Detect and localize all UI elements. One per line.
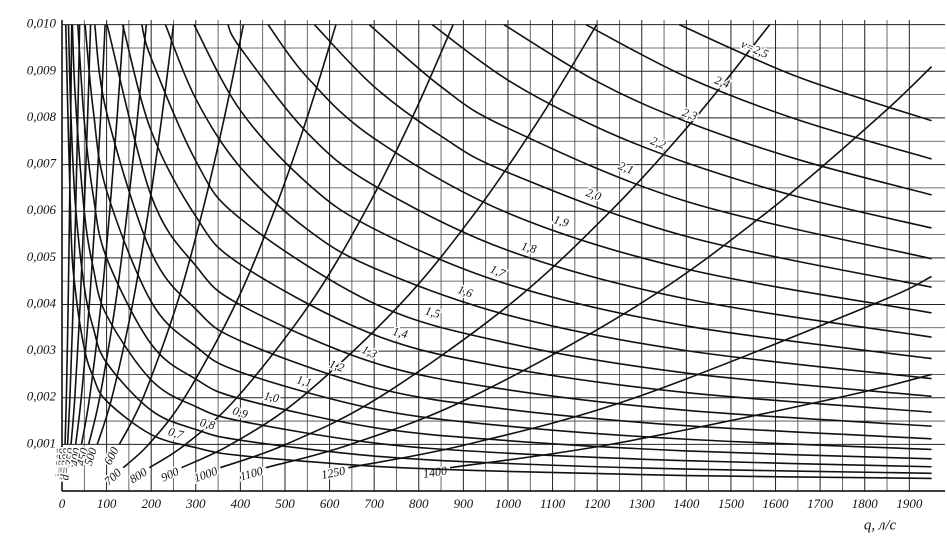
curve-label: 500 <box>81 446 100 467</box>
y-tick-label: 0,004 <box>27 295 57 310</box>
curve <box>164 24 932 380</box>
x-tick-label: 500 <box>275 496 295 511</box>
x-tick-label: 800 <box>409 496 429 511</box>
curve <box>227 24 932 338</box>
curve <box>74 24 106 445</box>
curve <box>431 24 932 229</box>
curve <box>585 23 932 160</box>
curve-label: 1,8 <box>520 239 538 256</box>
curve-label: d=200 <box>53 448 68 480</box>
curve-label: 1,4 <box>391 324 409 341</box>
x-tick-label: 1700 <box>807 496 834 511</box>
curve-label: 1,1 <box>295 372 313 389</box>
y-tick-label: 0,007 <box>27 156 57 171</box>
curve-label: 350 <box>62 447 78 468</box>
y-tick-label: 0,006 <box>27 202 57 217</box>
curve-label: 2,3 <box>681 105 700 123</box>
y-tick-label: 0,001 <box>27 435 56 450</box>
curve <box>106 24 932 427</box>
curve-label: 2,0 <box>584 185 603 203</box>
curve <box>70 24 92 445</box>
curve <box>368 24 932 260</box>
curve <box>64 24 932 480</box>
curve <box>122 24 337 469</box>
curve <box>96 24 175 445</box>
curve-label: 0,8 <box>199 415 217 432</box>
x-tick-label: 1400 <box>673 496 700 511</box>
curve <box>220 24 771 469</box>
x-tick-label: 1800 <box>852 496 879 511</box>
curve <box>265 66 933 469</box>
curve <box>84 24 932 451</box>
curve <box>71 24 932 468</box>
curve <box>67 24 932 475</box>
curve-label: 450 <box>73 447 91 468</box>
y-tick-label: 0,005 <box>27 249 57 264</box>
curve-label: 1,5 <box>424 303 442 321</box>
curve <box>313 24 932 288</box>
curve-label: 1400 <box>422 464 448 481</box>
x-tick-label: 600 <box>320 496 340 511</box>
curve <box>193 24 932 360</box>
curve <box>76 24 932 460</box>
x-axis-label: q, л/с <box>864 517 897 533</box>
x-tick-label: 700 <box>364 496 384 511</box>
x-tick-label: 1900 <box>896 496 923 511</box>
curve <box>118 24 245 445</box>
y-tick-label: 0,009 <box>27 62 57 77</box>
x-tick-label: 1300 <box>629 496 656 511</box>
x-tick-label: 900 <box>454 496 474 511</box>
curve <box>449 373 932 469</box>
y-tick-label: 0,003 <box>27 342 57 357</box>
curve-label: 1,6 <box>456 282 475 300</box>
y-tick-label: 0,002 <box>27 389 57 404</box>
curve-label: 0,9 <box>231 403 250 421</box>
curve <box>141 24 932 398</box>
x-tick-label: 300 <box>185 496 206 511</box>
curve-label: 400 <box>67 447 84 467</box>
x-tick-label: 1500 <box>718 496 745 511</box>
y-tick-label: 0,010 <box>27 16 57 31</box>
curve <box>181 24 598 469</box>
curve-label: 1,0 <box>263 389 281 406</box>
curve <box>148 24 454 469</box>
curve <box>678 23 932 122</box>
curve <box>93 24 932 440</box>
curve <box>121 24 932 413</box>
curve-label: 0,7 <box>167 424 186 442</box>
x-tick-label: 1100 <box>540 496 566 511</box>
x-tick-label: 100 <box>97 496 117 511</box>
curve <box>66 24 81 445</box>
curve-label: 1,2 <box>327 357 346 375</box>
x-tick-label: 0 <box>59 496 66 511</box>
curve <box>267 24 932 314</box>
x-tick-label: 1600 <box>763 496 790 511</box>
curve <box>80 24 125 445</box>
x-tick-label: 400 <box>231 496 251 511</box>
curve-label: 2,4 <box>713 73 732 91</box>
curve-label: d=250 <box>55 448 71 481</box>
curve <box>87 24 148 445</box>
x-tick-label: 1000 <box>495 496 522 511</box>
x-tick-label: 200 <box>141 496 161 511</box>
curve-label: 1,9 <box>552 212 571 230</box>
x-tick-label: 1200 <box>584 496 611 511</box>
curve-label: d=300 <box>57 448 74 481</box>
curve-label: 1250 <box>320 464 346 482</box>
curve <box>503 23 932 196</box>
y-tick-label: 0,008 <box>27 109 57 124</box>
